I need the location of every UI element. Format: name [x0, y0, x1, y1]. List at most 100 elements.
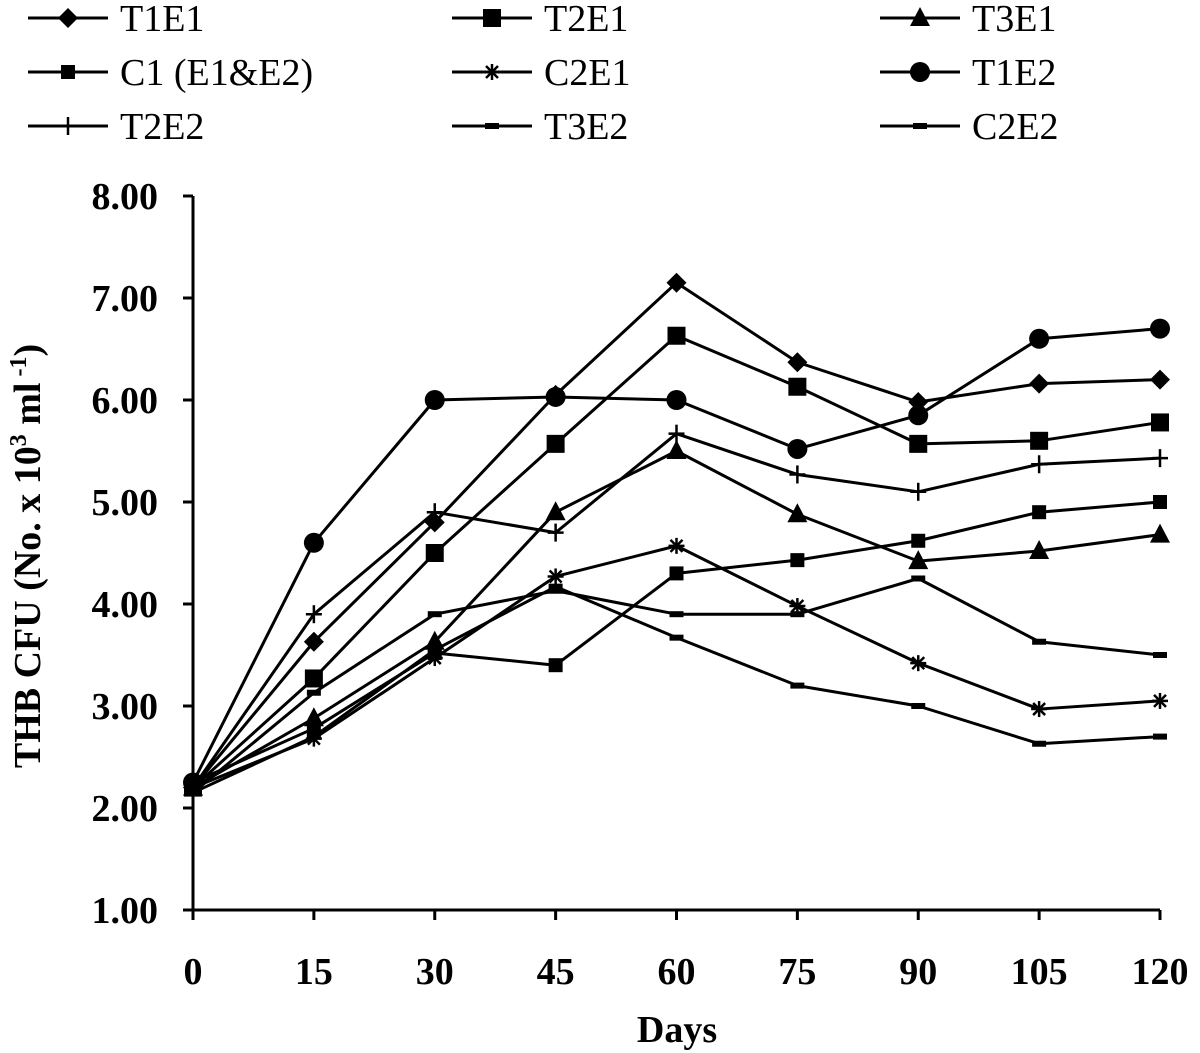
data-point	[908, 405, 929, 426]
legend-label: C2E1	[544, 52, 631, 94]
legend-label: T1E2	[972, 52, 1056, 94]
data-point	[545, 386, 566, 407]
legend-item-c1-e1-e2: C1 (E1&E2)	[28, 52, 313, 94]
data-point	[303, 631, 324, 652]
legend-marker	[910, 62, 930, 82]
data-point	[424, 630, 445, 650]
x-tick-label: 75	[778, 951, 816, 993]
legend-item-c2e2: C2E2	[880, 106, 1059, 148]
series-t1e1	[183, 272, 1170, 798]
data-point	[908, 550, 929, 570]
y-tick-label: 5.00	[92, 482, 159, 524]
data-point	[1153, 652, 1167, 658]
series-line-t3e2	[192, 577, 1161, 794]
data-point	[545, 501, 566, 521]
x-tick-label: 30	[416, 951, 454, 993]
data-point	[787, 352, 808, 373]
series-line-c2e1	[192, 544, 1161, 789]
legend-label: T3E1	[972, 0, 1056, 40]
data-point	[305, 605, 322, 624]
data-point	[787, 438, 808, 459]
x-tick-label: 90	[899, 951, 937, 993]
series-t3e1	[183, 440, 1170, 796]
data-point	[427, 646, 442, 653]
legend-label: T2E1	[544, 0, 628, 40]
legend-item-t3e2: T3E2	[452, 106, 628, 148]
data-point	[1032, 505, 1047, 520]
data-point	[788, 377, 807, 396]
data-point	[911, 533, 926, 548]
legend-item-t2e2: T2E2	[28, 106, 204, 148]
series-line-t2e2	[191, 432, 1161, 789]
y-tick-label: 7.00	[92, 278, 159, 320]
data-point	[424, 390, 445, 410]
data-point	[790, 611, 805, 618]
data-point	[668, 424, 685, 443]
legend-marker	[484, 64, 500, 80]
data-point	[303, 532, 324, 553]
data-point	[1150, 318, 1170, 339]
series-t2e2	[185, 424, 1168, 797]
data-point	[306, 689, 321, 696]
data-point	[1031, 455, 1048, 474]
data-point	[909, 434, 928, 453]
data-point	[548, 587, 563, 594]
data-point	[910, 655, 927, 672]
data-point	[1152, 449, 1168, 468]
x-tick-label: 15	[295, 951, 333, 993]
y-axis-title-sup1: 3	[6, 434, 32, 446]
data-point	[426, 503, 443, 522]
data-point	[306, 733, 321, 740]
data-point	[1151, 413, 1169, 432]
data-point	[787, 503, 808, 523]
legend-item-t1e2: T1E2	[880, 52, 1056, 94]
data-point	[911, 575, 926, 582]
y-axis-title: THB CFU (No. x 103 ml -1)	[6, 344, 49, 768]
data-point	[911, 703, 926, 709]
y-tick-label: 6.00	[92, 380, 159, 422]
data-point	[669, 611, 684, 618]
x-tick-label: 0	[184, 951, 203, 993]
data-point	[1150, 369, 1170, 390]
legend-label: T3E2	[544, 106, 628, 148]
x-axis-title: Days	[637, 1009, 717, 1051]
y-axis-title-main: THB CFU (No. x 10	[7, 446, 49, 768]
data-point	[668, 537, 685, 554]
legend-item-t1e1: T1E1	[28, 0, 204, 40]
data-point	[669, 634, 684, 641]
data-point	[790, 553, 805, 568]
x-tick-label: 45	[537, 951, 575, 993]
legend-item-t2e1: T2E1	[452, 0, 628, 40]
data-point	[1029, 328, 1050, 349]
legend-label: T2E2	[120, 106, 204, 148]
x-ticks: 0 15 30 45 60 75 90 105 120	[184, 910, 1189, 993]
y-axis-title-sup2: -1	[6, 356, 32, 382]
legend-marker	[61, 65, 75, 79]
series-t2e1	[184, 326, 1169, 797]
y-tick-label: 3.00	[92, 686, 159, 728]
data-point	[669, 566, 684, 581]
series-c2e2	[186, 583, 1167, 796]
legend-marker	[60, 117, 76, 135]
data-point	[910, 482, 927, 501]
data-point	[1029, 373, 1050, 394]
y-tick-label: 8.00	[92, 176, 159, 218]
data-point	[667, 326, 686, 345]
axes: 1.00 2.00 3.00 4.00 5.00 6.00 7.00 8.00 0 15 30 45…	[92, 176, 1189, 993]
data-point	[790, 682, 805, 689]
data-point	[1153, 733, 1167, 740]
y-axis-title-end: )	[7, 344, 49, 357]
data-point	[1031, 701, 1048, 718]
data-point	[1032, 638, 1047, 645]
x-tick-label: 105	[1011, 951, 1068, 993]
y-axis-title-mid: ml	[7, 382, 49, 434]
data-point	[1153, 495, 1167, 509]
data-point	[425, 544, 444, 562]
data-point	[1152, 692, 1168, 709]
legend-marker	[58, 8, 78, 28]
x-tick-label: 60	[658, 951, 696, 993]
data-point	[306, 721, 321, 736]
series-group	[183, 272, 1170, 798]
data-point	[1030, 431, 1049, 450]
series-t1e2	[183, 318, 1170, 793]
